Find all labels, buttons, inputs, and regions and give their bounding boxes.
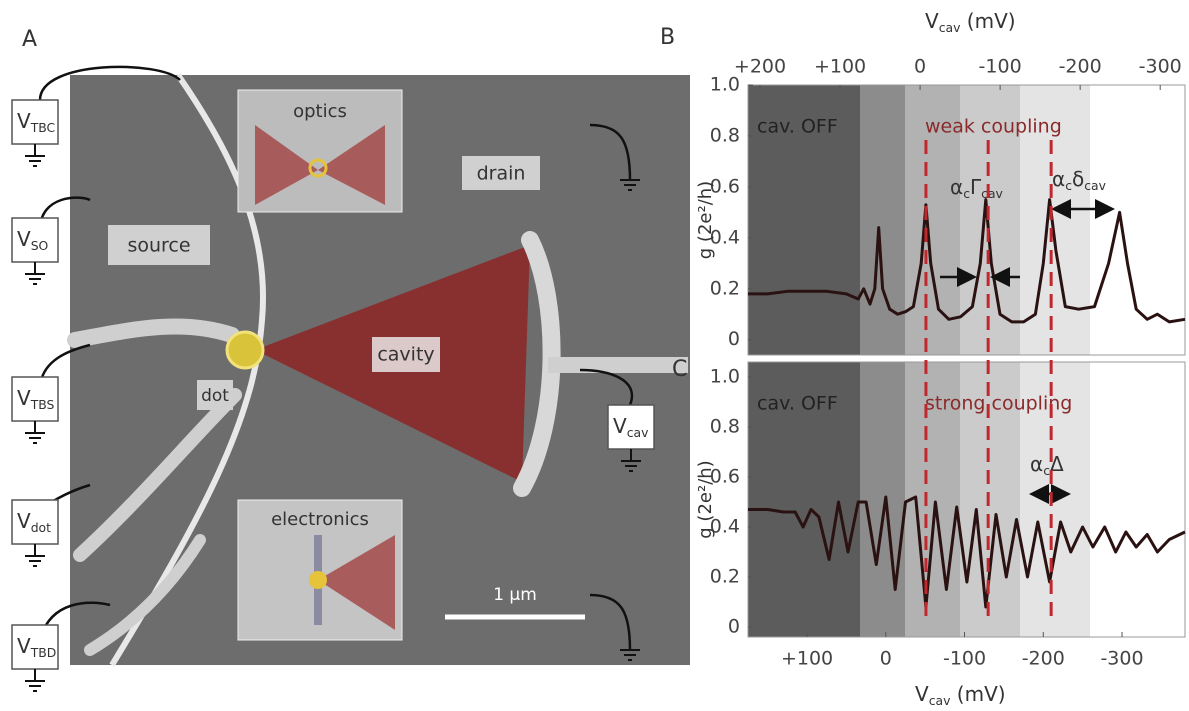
- y-tick-label: 0.2: [710, 566, 740, 588]
- x-tick-label: 0: [880, 648, 892, 670]
- panel-letter: A: [22, 27, 37, 52]
- x2-axis-label-part: V: [925, 9, 939, 33]
- gate-label-part: TBD: [30, 645, 57, 660]
- y-tick-label: 0.2: [710, 277, 740, 299]
- gap-label-part: α: [1030, 452, 1043, 476]
- quantum-dot: [227, 332, 263, 368]
- scale-label: 1 µm: [493, 585, 537, 605]
- linewidth-label-part: cav: [981, 186, 1003, 201]
- cav-off-label: cav. OFF: [757, 116, 838, 138]
- gate-label-part: cav: [627, 425, 649, 440]
- panel-letter: C: [672, 357, 687, 382]
- micrograph: [40, 67, 690, 665]
- gate-label-part: V: [613, 414, 627, 438]
- y-axis-label: g (2e²/h): [695, 181, 716, 259]
- y-tick-label: 1.0: [710, 366, 740, 388]
- gate-label-part: dot: [31, 520, 51, 535]
- gate-label-part: TBC: [30, 120, 56, 135]
- x2-tick-label: +200: [734, 56, 786, 78]
- spacing-label-part: cav: [1084, 178, 1106, 193]
- electronics-dot: [309, 571, 327, 589]
- gate-label-part: V: [17, 634, 31, 658]
- y-tick-label: 0: [728, 616, 740, 638]
- linewidth-label-part: α: [950, 175, 963, 199]
- electronics-label: electronics: [271, 509, 369, 530]
- regime-label: weak coupling: [925, 116, 1062, 138]
- panel-letter: B: [660, 25, 675, 50]
- x2-tick-label: -300: [1139, 56, 1182, 78]
- x-tick-label: -100: [943, 648, 986, 670]
- x-axis-label-part: (mV): [950, 682, 1005, 706]
- cavity-lead: [548, 357, 688, 373]
- x-axis-label-part: V: [915, 682, 929, 706]
- source-label: source: [127, 235, 190, 257]
- spacing-label-part: δ: [1072, 167, 1084, 191]
- x2-axis-label-part: cav: [939, 20, 961, 35]
- x2-tick-label: 0: [914, 56, 926, 78]
- optics-label: optics: [293, 101, 347, 122]
- x-tick-label: -200: [1022, 648, 1065, 670]
- gate-label-part: V: [17, 386, 31, 410]
- page: { "panel_a": { "letter": "A", "source": …: [0, 0, 1189, 711]
- cavity-label: cavity: [377, 344, 434, 366]
- x2-tick-label: -100: [979, 56, 1022, 78]
- x-tick-label: -300: [1100, 648, 1143, 670]
- gate-label-part: SO: [31, 238, 49, 253]
- x2-tick-label: -200: [1059, 56, 1102, 78]
- gate-label-part: V: [17, 109, 31, 133]
- y-tick-label: 0: [728, 328, 740, 350]
- x2-axis-label-part: (mV): [960, 9, 1015, 33]
- x-axis-label-part: cav: [929, 693, 951, 708]
- gate-label-part: V: [17, 227, 31, 251]
- y-axis-label: g (2e²/h): [695, 460, 716, 538]
- spacing-label-part: α: [1052, 167, 1065, 191]
- y-tick-label: 0.8: [710, 416, 740, 438]
- x2-tick-label: +100: [814, 56, 866, 78]
- drain-label: drain: [477, 163, 526, 185]
- y-tick-label: 0.8: [710, 124, 740, 146]
- coupling-shade: [860, 362, 905, 637]
- dot-label: dot: [201, 386, 229, 406]
- gate-label-part: V: [17, 509, 31, 533]
- figure: A source drain dot cavity optics electro…: [0, 0, 1189, 707]
- x-axis-label: Vcav (mV): [915, 682, 1006, 708]
- x-tick-label: +100: [781, 648, 833, 670]
- gate-label-part: TBS: [30, 397, 55, 412]
- cav-off-label: cav. OFF: [757, 393, 838, 415]
- x2-axis-label: Vcav (mV): [925, 9, 1016, 35]
